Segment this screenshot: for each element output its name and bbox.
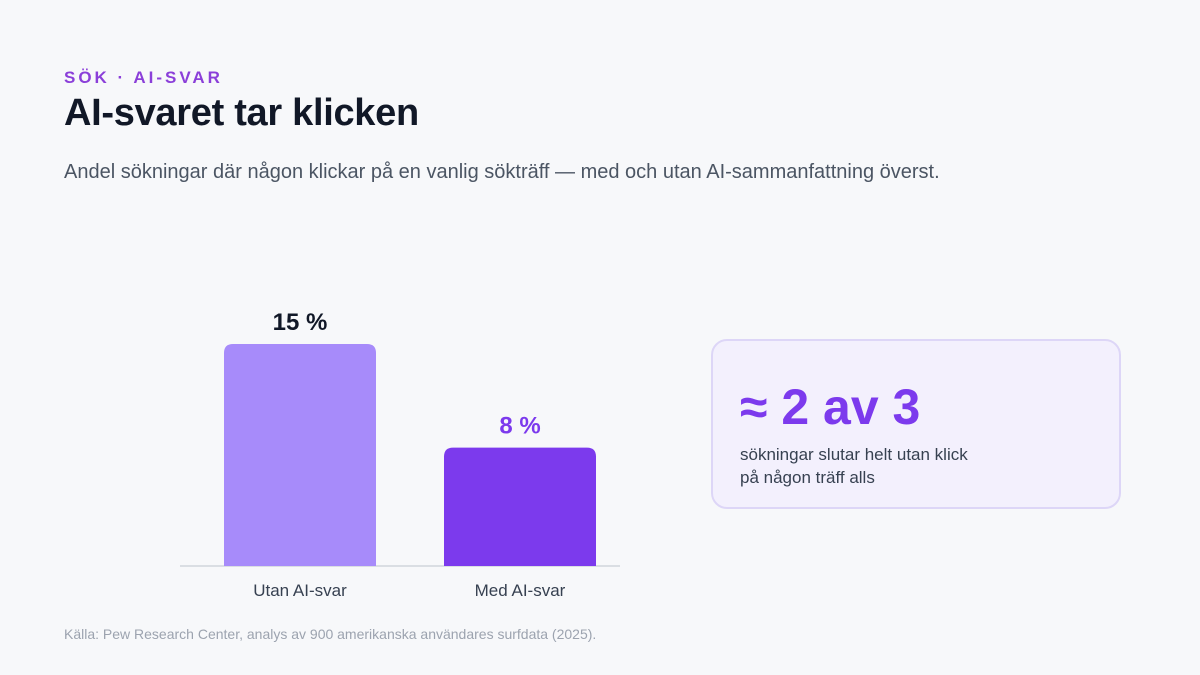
page-subtitle: Andel sökningar där någon klickar på en … <box>64 161 940 183</box>
value-label-1: 15 % <box>273 309 328 336</box>
page-title: AI-svaret tar klicken <box>64 92 419 134</box>
source-note: Källa: Pew Research Center, analys av 90… <box>64 626 597 642</box>
value-label-2: 8 % <box>499 413 540 440</box>
callout-text: sökningar slutar helt utan klick på någo… <box>740 445 968 487</box>
eyebrow-label: SÖK · AI-SVAR <box>64 68 223 87</box>
bar-chart: 15 % Utan AI-svar 8 % Med AI-svar <box>180 309 620 600</box>
callout-card: ≈ 2 av 3 sökningar slutar helt utan klic… <box>711 339 1121 509</box>
callout-stat: ≈ 2 av 3 <box>740 379 921 435</box>
bar-1 <box>224 344 376 566</box>
category-label-2: Med AI-svar <box>475 581 566 600</box>
bar-2 <box>444 447 596 566</box>
category-label-1: Utan AI-svar <box>253 581 347 600</box>
